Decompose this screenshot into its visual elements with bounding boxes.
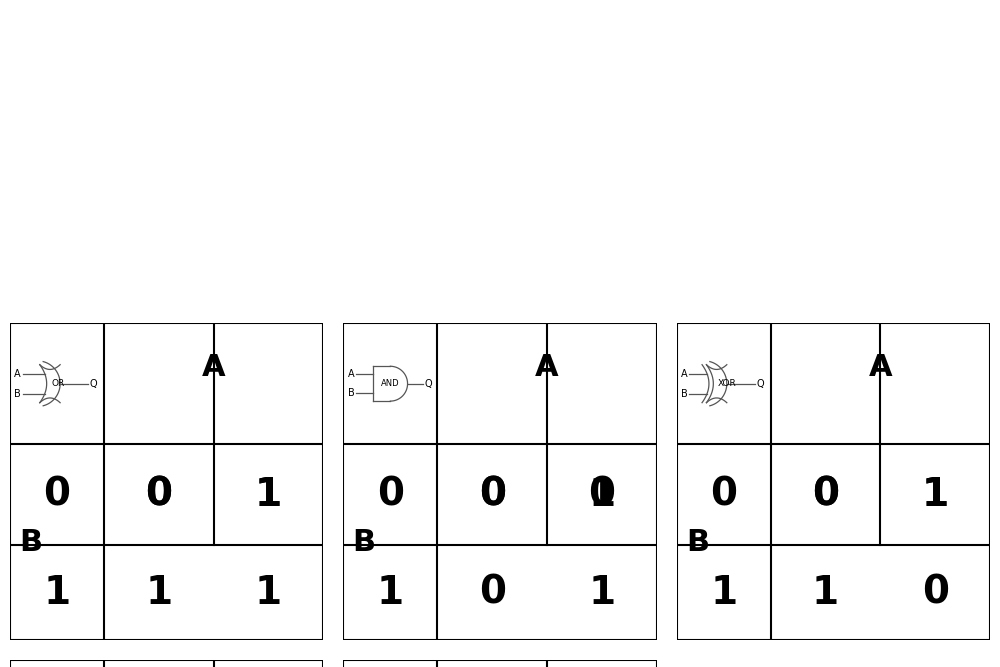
- Text: B: B: [353, 528, 376, 556]
- Text: A: A: [202, 354, 225, 382]
- Text: AND: AND: [381, 380, 400, 388]
- Text: 1: 1: [145, 574, 172, 612]
- Text: B: B: [681, 389, 688, 399]
- Text: 0: 0: [44, 476, 70, 514]
- Text: 1: 1: [255, 476, 282, 514]
- Text: 1: 1: [922, 476, 949, 514]
- Text: OR: OR: [52, 380, 65, 388]
- Text: Q: Q: [757, 379, 764, 389]
- Text: 0: 0: [479, 476, 506, 514]
- Text: 1: 1: [812, 574, 839, 612]
- Text: B: B: [686, 528, 709, 556]
- Text: 1: 1: [922, 476, 949, 514]
- Text: 0: 0: [377, 476, 404, 514]
- Text: A: A: [348, 370, 354, 379]
- Text: 0: 0: [588, 476, 615, 514]
- Text: 1: 1: [255, 476, 282, 514]
- Text: B: B: [348, 388, 354, 398]
- Text: 1: 1: [710, 574, 737, 612]
- Text: 0: 0: [479, 574, 506, 612]
- Text: 1: 1: [588, 574, 615, 612]
- Text: 0: 0: [812, 476, 839, 514]
- Text: 0: 0: [922, 574, 949, 612]
- Text: XOR: XOR: [717, 380, 736, 388]
- Text: 1: 1: [588, 476, 615, 514]
- Text: A: A: [681, 369, 688, 379]
- Text: A: A: [535, 354, 559, 382]
- Text: Q: Q: [425, 379, 432, 389]
- Text: B: B: [14, 389, 21, 399]
- Text: B: B: [19, 528, 43, 556]
- Text: 0: 0: [710, 476, 737, 514]
- Text: A: A: [869, 354, 892, 382]
- Text: Q: Q: [90, 379, 98, 389]
- Text: A: A: [14, 369, 21, 379]
- Text: 0: 0: [812, 476, 839, 514]
- Text: 1: 1: [43, 574, 71, 612]
- Text: 0: 0: [145, 476, 172, 514]
- Text: 1: 1: [377, 574, 404, 612]
- Text: 0: 0: [145, 476, 172, 514]
- Text: 0: 0: [479, 476, 506, 514]
- Text: 1: 1: [255, 574, 282, 612]
